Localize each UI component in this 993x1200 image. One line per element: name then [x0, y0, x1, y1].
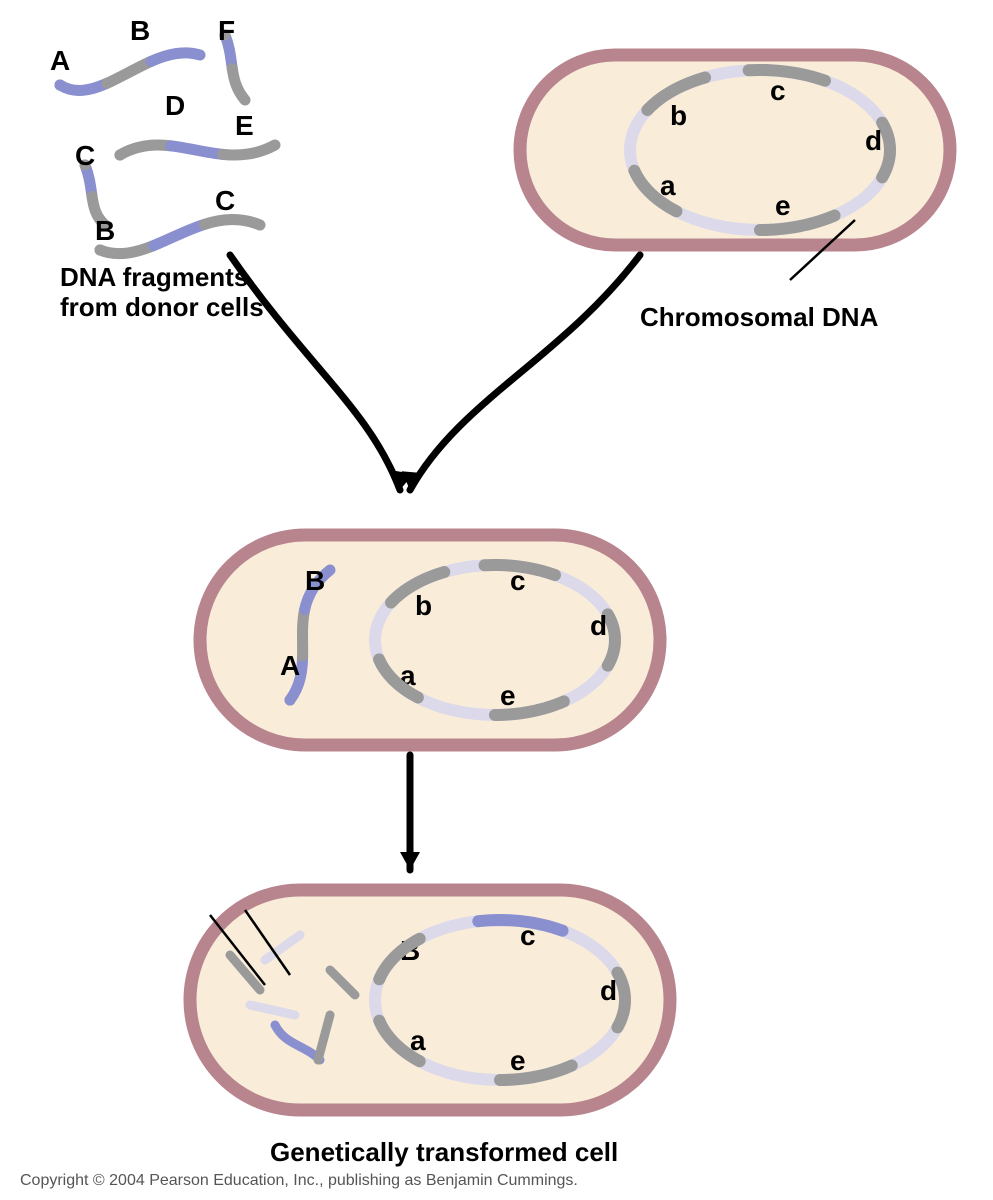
label: b: [415, 590, 432, 621]
label: c: [520, 920, 536, 951]
label: Copyright © 2004 Pearson Education, Inc.…: [20, 1172, 578, 1189]
label: c: [770, 75, 786, 106]
label: C: [75, 140, 95, 171]
label: C: [215, 185, 235, 216]
uptake-cell: abcdeBA: [200, 535, 660, 745]
label: F: [218, 15, 235, 46]
label: c: [510, 565, 526, 596]
label: a: [410, 1025, 426, 1056]
label: e: [775, 190, 791, 221]
cell-capsule: [190, 890, 670, 1110]
label: B: [305, 565, 325, 596]
label: B: [95, 215, 115, 246]
label: d: [600, 975, 617, 1006]
label: B: [130, 15, 150, 46]
label: e: [510, 1045, 526, 1076]
label: D: [165, 90, 185, 121]
label: Genetically transformed cell: [270, 1137, 618, 1167]
label: d: [590, 610, 607, 641]
label: A: [280, 650, 300, 681]
label: DNA fragmentsfrom donor cells: [60, 262, 264, 322]
label: e: [500, 680, 516, 711]
label: d: [865, 125, 882, 156]
label: A: [50, 45, 70, 76]
label: Chromosomal DNA: [640, 302, 879, 332]
label: E: [235, 110, 254, 141]
label: b: [670, 100, 687, 131]
diagram-root: A B F D E C B C DNA fragmentsfrom donor cells a b c…: [0, 0, 993, 1200]
